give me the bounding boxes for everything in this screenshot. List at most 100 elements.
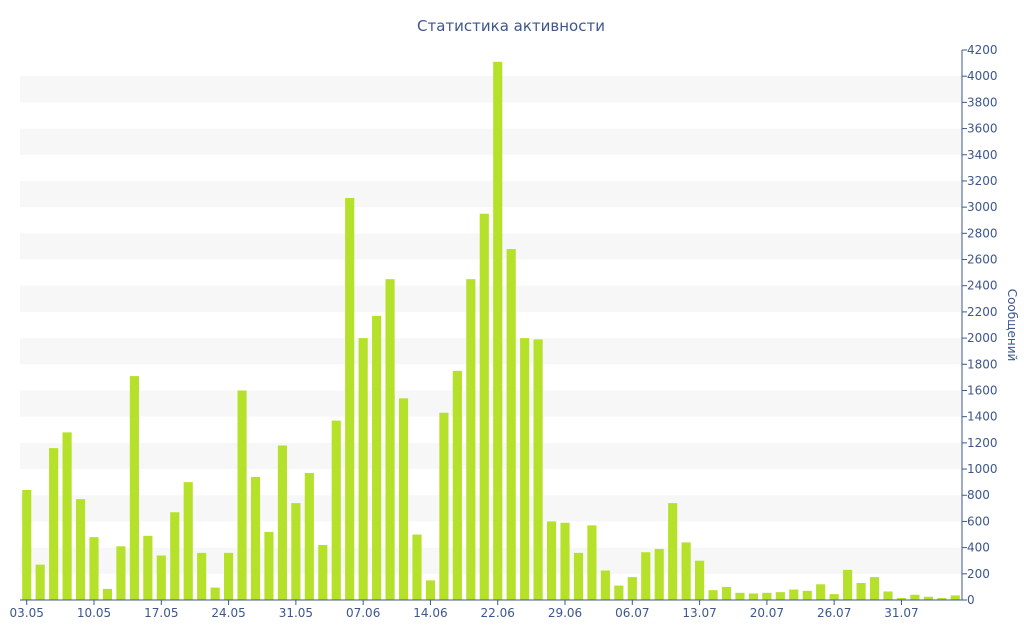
- y-tick-label: 1400: [967, 410, 998, 424]
- bar[interactable]: [506, 249, 516, 601]
- y-tick-label: 3200: [967, 174, 998, 188]
- x-tick-label: 22.06: [481, 606, 515, 620]
- y-tick-label: 2200: [967, 305, 998, 319]
- bar-series: [22, 61, 960, 601]
- x-tick-label: 10.05: [77, 606, 111, 620]
- bar[interactable]: [62, 432, 72, 600]
- bar[interactable]: [546, 521, 557, 600]
- bar[interactable]: [466, 279, 476, 600]
- grid-band: [20, 76, 962, 103]
- bar[interactable]: [627, 577, 637, 600]
- y-tick-label: 1200: [967, 436, 998, 450]
- y-tick-label: 1000: [967, 462, 998, 476]
- bar[interactable]: [318, 545, 328, 600]
- bar[interactable]: [816, 584, 826, 600]
- bar[interactable]: [49, 448, 59, 600]
- y-tick-label: 2600: [967, 253, 998, 267]
- bar[interactable]: [35, 564, 45, 600]
- y-tick-label: 400: [967, 541, 990, 555]
- grid-band: [20, 442, 962, 470]
- bar[interactable]: [587, 525, 597, 600]
- bar[interactable]: [641, 552, 651, 600]
- x-tick-label: 29.06: [548, 606, 582, 620]
- bar[interactable]: [721, 586, 732, 600]
- bar[interactable]: [533, 339, 543, 600]
- bar[interactable]: [412, 534, 422, 600]
- bar[interactable]: [573, 552, 584, 600]
- bar[interactable]: [493, 61, 503, 601]
- bar[interactable]: [452, 370, 462, 600]
- bar[interactable]: [129, 376, 139, 600]
- bar[interactable]: [869, 577, 880, 600]
- bar[interactable]: [277, 445, 287, 600]
- bar[interactable]: [735, 592, 745, 600]
- bar[interactable]: [102, 588, 113, 600]
- bar[interactable]: [89, 537, 99, 600]
- bar[interactable]: [291, 503, 301, 600]
- bar[interactable]: [479, 213, 489, 600]
- x-tick-label: 13.07: [682, 606, 716, 620]
- y-tick-label: 3800: [967, 95, 998, 109]
- bar[interactable]: [775, 592, 785, 600]
- bar[interactable]: [385, 279, 395, 600]
- bar[interactable]: [372, 315, 382, 600]
- grid-band: [20, 390, 962, 417]
- bar[interactable]: [695, 560, 705, 600]
- bar[interactable]: [910, 594, 920, 600]
- y-tick-label: 200: [967, 567, 990, 581]
- bar[interactable]: [681, 542, 691, 600]
- x-tick-label: 26.07: [817, 606, 851, 620]
- grid-band: [20, 495, 962, 522]
- bar[interactable]: [224, 552, 234, 600]
- bar[interactable]: [856, 582, 866, 600]
- bar[interactable]: [425, 580, 436, 600]
- y-tick-label: 1600: [967, 383, 998, 397]
- bar[interactable]: [883, 591, 893, 600]
- bar[interactable]: [600, 570, 610, 600]
- y-tick-label: 3000: [967, 200, 998, 214]
- bar[interactable]: [439, 412, 449, 600]
- bar[interactable]: [789, 589, 799, 600]
- y-axis: 0 200 400 600 800 1000 1200 1400 1600 1800 2000 220…: [961, 43, 998, 607]
- bar[interactable]: [170, 512, 180, 600]
- x-tick-label: 20.07: [750, 606, 784, 620]
- bar[interactable]: [398, 398, 409, 600]
- bar[interactable]: [197, 552, 207, 600]
- bar[interactable]: [183, 482, 193, 600]
- y-tick-label: 0: [967, 593, 975, 607]
- x-tick-label: 31.07: [884, 606, 918, 620]
- bar[interactable]: [843, 569, 853, 600]
- bar[interactable]: [668, 503, 678, 600]
- bar[interactable]: [264, 531, 274, 600]
- bar[interactable]: [560, 522, 570, 600]
- bar[interactable]: [250, 476, 261, 600]
- bar[interactable]: [896, 598, 907, 600]
- bar[interactable]: [614, 585, 624, 600]
- bar[interactable]: [304, 472, 314, 600]
- bar[interactable]: [116, 546, 126, 600]
- bar[interactable]: [358, 338, 368, 600]
- bar[interactable]: [143, 535, 153, 600]
- bar[interactable]: [22, 490, 32, 600]
- bar[interactable]: [802, 590, 812, 600]
- bar[interactable]: [331, 420, 341, 600]
- grid-band: [20, 233, 962, 260]
- bar[interactable]: [748, 593, 758, 600]
- x-tick-label: 31.05: [279, 606, 313, 620]
- x-tick-label: 24.05: [211, 606, 245, 620]
- bar[interactable]: [950, 595, 960, 600]
- bar[interactable]: [923, 596, 933, 600]
- x-tick-label: 07.06: [346, 606, 380, 620]
- bar[interactable]: [75, 499, 86, 600]
- y-tick-label: 2800: [967, 226, 998, 240]
- bar[interactable]: [654, 548, 664, 600]
- bar[interactable]: [829, 594, 839, 600]
- bar[interactable]: [345, 197, 355, 601]
- bar[interactable]: [520, 338, 530, 600]
- bar[interactable]: [156, 555, 166, 600]
- bar[interactable]: [237, 390, 247, 600]
- bar[interactable]: [708, 590, 718, 600]
- bar[interactable]: [937, 598, 947, 600]
- bar[interactable]: [762, 592, 772, 600]
- bar[interactable]: [210, 587, 220, 600]
